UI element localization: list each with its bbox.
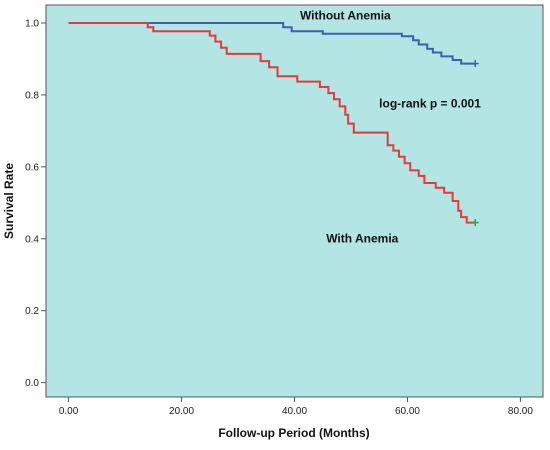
x-tick-label: 20.00	[169, 406, 194, 417]
y-tick-label: 0.4	[25, 234, 39, 245]
x-axis-title: Follow-up Period (Months)	[218, 426, 369, 440]
annotation-label: log-rank p = 0.001	[379, 96, 481, 110]
y-tick-label: 0.8	[25, 90, 39, 101]
y-tick-label: 0.2	[25, 306, 39, 317]
x-tick-label: 0.00	[59, 406, 79, 417]
annotation-label: With Anemia	[326, 231, 398, 245]
annotation-label: Without Anemia	[300, 8, 391, 22]
plot-area	[45, 4, 544, 398]
x-tick-label: 40.00	[282, 406, 307, 417]
censor-mark	[471, 60, 479, 68]
annotation-layer: Without Anemia log-rank p = 0.001 With Ane…	[300, 8, 481, 245]
survival-curve-1	[68, 21, 476, 65]
y-axis-title: Survival Rate	[2, 163, 16, 239]
y-axis: 0.0 0.2 0.4 0.6 0.8 1.0	[25, 18, 46, 389]
y-tick-label: 0.6	[25, 162, 39, 173]
x-tick-label: 60.00	[395, 406, 420, 417]
censor-mark	[471, 219, 479, 227]
y-tick-label: 0.0	[25, 378, 39, 389]
y-tick-label: 1.0	[25, 18, 39, 29]
x-tick-label: 80.00	[508, 406, 533, 417]
series-layer	[68, 21, 479, 227]
x-axis: 0.00 20.00 40.00 60.00 80.00	[59, 397, 533, 417]
survival-curve-2	[68, 21, 476, 224]
